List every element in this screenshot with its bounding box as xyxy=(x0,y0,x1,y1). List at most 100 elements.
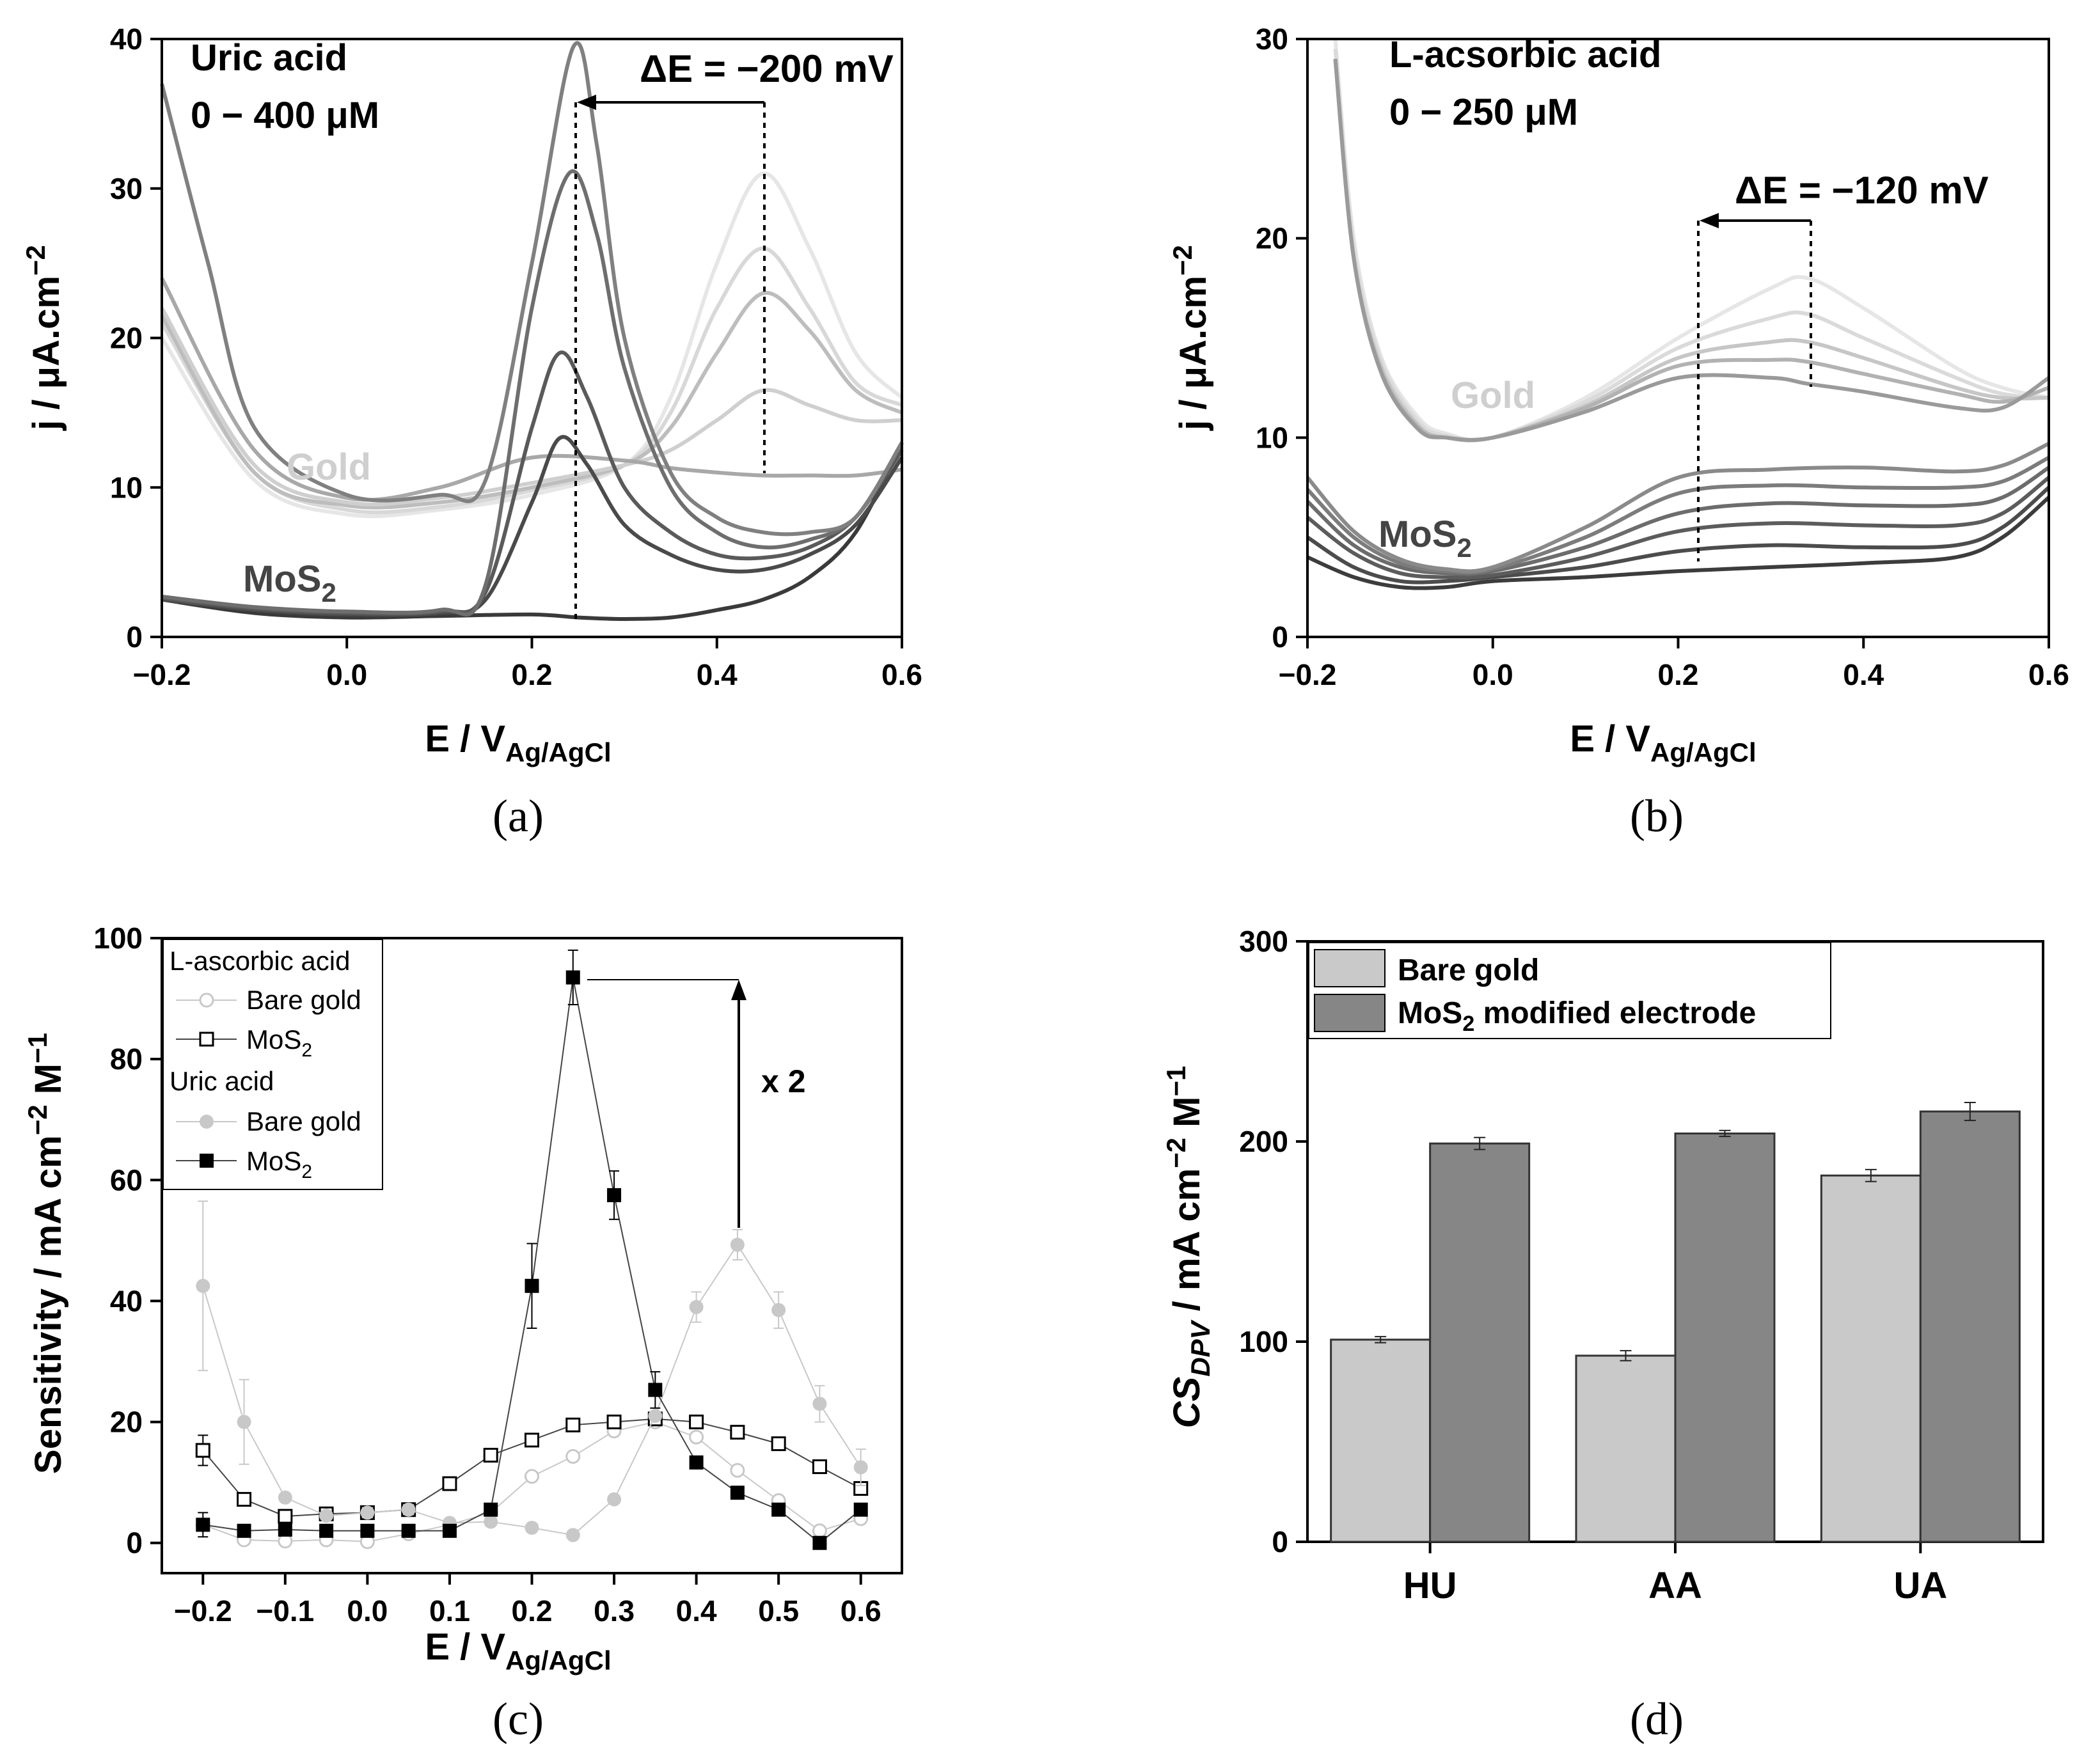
b-ylabel: j / μA.cm−2 xyxy=(1167,245,1214,431)
a-axes: −0.2 0.0 0.2 0.4 0.6 0 10 20 30 40 xyxy=(110,22,922,691)
panel-c-caption: (c) xyxy=(493,1693,544,1745)
c-point-filled-square xyxy=(278,1522,292,1537)
c-legend-group-uric: Uric acid xyxy=(170,1066,274,1096)
b-series-mos2 xyxy=(1306,496,2050,590)
c-point-open-square xyxy=(730,1425,745,1440)
c-point-filled-circle xyxy=(525,1521,539,1535)
c-point-open-square xyxy=(483,1448,498,1463)
a-series-mos2 xyxy=(161,441,904,621)
d-legend-bare-label: Bare gold xyxy=(1398,953,1539,987)
b-series-mos2 xyxy=(1306,441,2050,574)
c-point-filled-square xyxy=(689,1455,704,1470)
panel-c: −0.2 −0.1 0.0 0.1 0.2 0.3 0.4 0.5 0.6 0 20 40 60 80 10… xyxy=(22,922,903,1745)
c-point-open-square xyxy=(812,1459,827,1475)
a-series-gold xyxy=(160,171,904,519)
b-ytick-label: 30 xyxy=(1256,22,1288,56)
b-range-label: 0 − 250 μM xyxy=(1389,91,1578,133)
b-series-gold xyxy=(1333,49,2049,443)
d-bar-bare-gold xyxy=(1330,1338,1432,1543)
c-xtick-label: −0.1 xyxy=(256,1594,314,1627)
a-ytick-label: 20 xyxy=(110,322,143,355)
panel-a: −0.2 0.0 0.2 0.4 0.6 0 10 20 30 40 Uric acid 0 − … xyxy=(20,22,922,842)
b-series-mos2 xyxy=(1306,466,2050,576)
c-point-filled-square xyxy=(484,1502,498,1517)
d-legend-mos2-label: MoS2 modified electrode xyxy=(1398,996,1756,1036)
panel-d: 0 100 200 300 HU AA UA Bare gold MoS2 modified… xyxy=(1161,925,2044,1745)
panel-b-caption: (b) xyxy=(1630,790,1684,842)
c-point-filled-square xyxy=(607,1188,622,1202)
b-analyte-label: L-acsorbic acid xyxy=(1389,34,1661,75)
c-ytick-label: 60 xyxy=(110,1163,143,1196)
d-ytick-label: 200 xyxy=(1239,1125,1288,1158)
d-bar-mos2 xyxy=(1674,1132,1776,1543)
b-ytick-label: 20 xyxy=(1256,222,1288,255)
a-series-gold xyxy=(160,246,903,515)
d-bar-bare-gold xyxy=(1575,1354,1677,1543)
c-factor-arrowhead xyxy=(731,980,746,1000)
a-xtick-label: 0.4 xyxy=(697,658,738,691)
d-category-label: HU xyxy=(1403,1565,1457,1606)
b-series-mos2 xyxy=(1306,476,2050,580)
d-bar-bare-gold xyxy=(1820,1174,1922,1543)
c-xtick-label: 0.6 xyxy=(841,1594,881,1627)
c-annotations: x 2 xyxy=(587,979,806,1228)
a-delta-label: ΔE = −200 mV xyxy=(640,47,894,90)
panel-a-caption: (a) xyxy=(493,790,544,842)
a-ytick-label: 10 xyxy=(110,471,143,504)
c-xtick-label: 0.3 xyxy=(594,1594,635,1627)
a-xtick-label: 0.6 xyxy=(881,658,922,691)
c-point-open-square xyxy=(195,1443,210,1458)
c-point-open-circle xyxy=(525,1469,539,1484)
d-category-label: AA xyxy=(1648,1565,1702,1606)
d-bar-mos2 xyxy=(1429,1142,1531,1543)
a-range-label: 0 − 400 μM xyxy=(191,95,379,136)
d-ytick-label: 300 xyxy=(1239,925,1288,958)
b-xtick-label: 0.4 xyxy=(1843,658,1884,691)
b-xtick-label: −0.2 xyxy=(1279,658,1337,691)
d-bar-mos2 xyxy=(1919,1110,2021,1543)
c-point-open-square xyxy=(606,1415,622,1430)
c-point-filled-square xyxy=(525,1278,539,1293)
a-analyte-label: Uric acid xyxy=(191,37,347,79)
c-xtick-label: −0.2 xyxy=(174,1594,232,1627)
c-point-filled-square xyxy=(319,1523,334,1538)
c-point-filled-square xyxy=(401,1523,416,1538)
c-point-open-square xyxy=(278,1509,293,1524)
c-point-open-square xyxy=(689,1415,704,1430)
c-xlabel: E / VAg/AgCl xyxy=(425,1626,611,1675)
d-axes: 0 100 200 300 HU AA UA xyxy=(1239,925,1947,1606)
b-axes: −0.2 0.0 0.2 0.4 0.6 0 10 20 30 xyxy=(1256,22,2069,691)
a-xtick-label: 0.0 xyxy=(326,658,367,691)
a-xtick-label: 0.2 xyxy=(512,658,553,691)
c-legend-aa-gold-marker xyxy=(199,992,214,1008)
c-ytick-label: 40 xyxy=(110,1284,143,1317)
c-point-open-circle xyxy=(730,1463,745,1478)
c-xtick-label: 0.0 xyxy=(347,1594,388,1627)
c-legend-ua-gold-marker xyxy=(200,1115,214,1129)
a-series-gold xyxy=(160,307,903,506)
b-gold-label: Gold xyxy=(1451,375,1535,416)
a-series-mos2 xyxy=(160,41,904,537)
c-point-filled-square xyxy=(771,1502,786,1517)
d-ylabel: CSDPV / mA cm−2 M−1 xyxy=(1161,1066,1215,1429)
panel-d-caption: (d) xyxy=(1630,1693,1684,1745)
a-mos2-label: MoS2 xyxy=(243,558,336,608)
d-ytick-label: 0 xyxy=(1272,1525,1288,1558)
d-legend-mos2-swatch xyxy=(1314,994,1386,1032)
c-point-open-circle xyxy=(565,1448,581,1464)
b-xtick-label: 0.0 xyxy=(1472,658,1513,691)
c-point-filled-circle xyxy=(484,1514,498,1529)
b-xtick-label: 0.6 xyxy=(2028,658,2069,691)
c-point-filled-circle xyxy=(237,1415,251,1429)
c-point-filled-square xyxy=(648,1383,663,1397)
b-series-gold xyxy=(1333,58,2050,442)
c-point-open-square xyxy=(565,1417,581,1432)
c-point-filled-square xyxy=(812,1535,827,1550)
a-ytick-label: 30 xyxy=(110,172,143,205)
c-point-filled-square xyxy=(237,1523,251,1538)
c-point-filled-circle xyxy=(853,1460,868,1475)
panel-a-annotations xyxy=(574,95,766,620)
c-legend: L-ascorbic acid Bare gold MoS2 Uric acid… xyxy=(162,939,383,1190)
